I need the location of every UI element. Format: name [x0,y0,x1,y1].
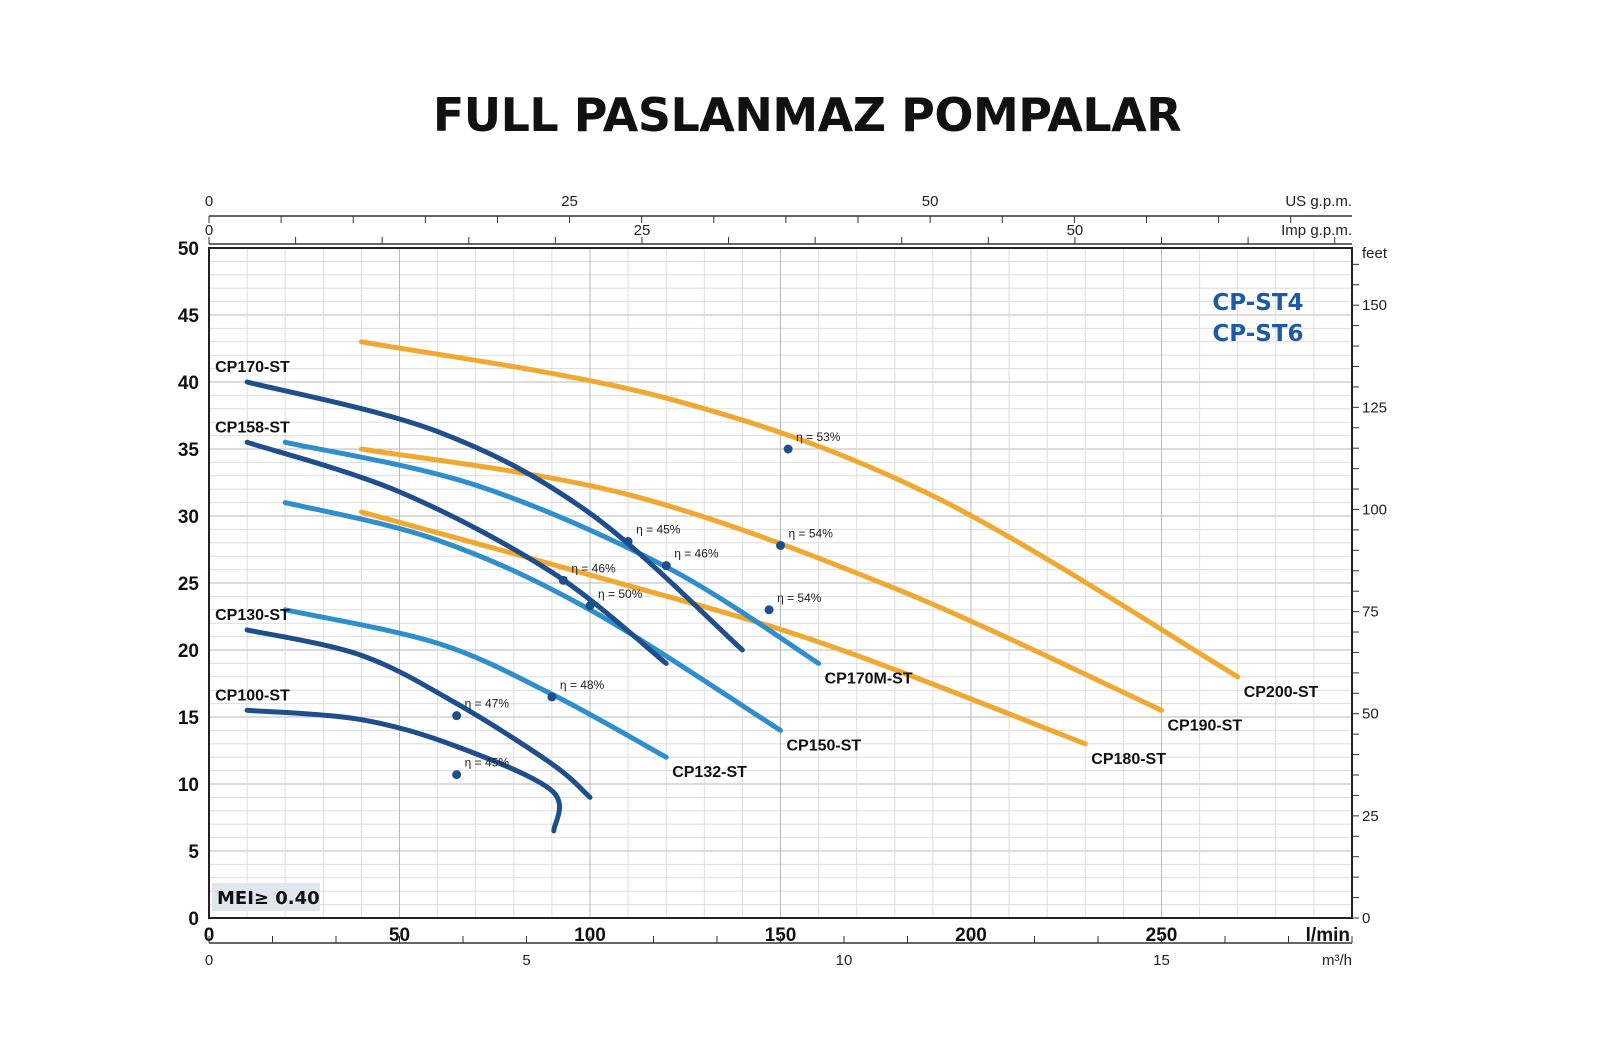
m3h-axis-label: m³/h [1322,952,1352,969]
curve-cp190-st [358,446,1164,713]
us-gpm-axis-tick-label: 25 [561,193,578,210]
efficiency-marker [764,605,774,615]
imp-gpm-axis-label: Imp g.p.m. [1281,222,1352,239]
curve-cp170m-st [282,439,822,666]
efficiency-label: η = 54% [777,591,822,605]
y-tick-label: 20 [178,641,199,662]
series-title-2: CP-ST6 [1212,321,1303,347]
x-tick-label: 200 [955,925,987,946]
efficiency-marker [452,711,462,721]
y-tick-label: 5 [188,842,199,863]
plot-frame [208,247,1353,919]
imp-gpm-axis-tick-label: 50 [1067,222,1084,239]
us-gpm-axis-tick-label: 50 [922,193,939,210]
curve-cp200-st [358,339,1241,680]
x-tick-label: 50 [389,925,410,946]
curve-label-cp158-st: CP158-ST [215,419,290,436]
efficiency-label: η = 46% [571,561,616,575]
curve-label-cp100-st: CP100-ST [215,687,290,704]
curve-cp158-st [244,439,669,666]
curve-label-cp130-st: CP130-ST [215,607,290,624]
y-tick-label: 25 [178,574,200,595]
curve-cp180-st [358,509,1088,747]
curve-label-cp170-st: CP170-ST [215,359,290,376]
x-tick-label: 100 [574,925,606,946]
efficiency-label: η = 45% [636,522,681,536]
feet-tick-label: 0 [1362,910,1370,927]
feet-axis-label: feet [1362,245,1388,262]
y-tick-label: 40 [178,373,199,394]
efficiency-marker [623,536,633,546]
curve-label-cp180-st: CP180-ST [1091,751,1166,768]
curve-label-cp200-st: CP200-ST [1244,684,1319,701]
curve-cp130-st [244,627,593,800]
curve-label-cp150-st: CP150-ST [787,737,862,754]
efficiency-label: η = 53% [796,430,841,444]
efficiency-markers: η = 45% η = 47% η = 48% η = 50% η = 46% η = 4… [452,430,841,780]
mei-badge: MEI≥ 0.40 [217,888,320,909]
y-tick-label: 0 [188,909,199,930]
imp-gpm-axis-tick-label: 25 [634,222,651,239]
efficiency-marker [547,692,557,702]
x-tick-label: 0 [204,925,215,946]
curve-cp170-st [244,379,745,653]
m3h-axis-tick-label: 15 [1153,952,1170,969]
curve-label-cp190-st: CP190-ST [1168,717,1243,734]
curve-label-cp132-st: CP132-ST [672,764,747,781]
y-tick-label: 35 [178,440,200,461]
chart-annotations: CP-ST4 CP-ST6 MEI≥ 0.40 [212,290,1304,911]
efficiency-label: η = 50% [598,587,643,601]
efficiency-marker [776,540,785,550]
series-title-1: CP-ST4 [1212,290,1303,316]
feet-tick-label: 75 [1362,604,1379,621]
efficiency-label: η = 46% [674,547,719,561]
feet-tick-label: 50 [1362,706,1379,723]
efficiency-marker [585,601,595,611]
us-gpm-axis-tick-label: 0 [205,193,213,210]
page-title: FULL PASLANMAZ POMPALAR [432,88,1182,142]
mei-badge-bg [212,883,320,911]
y-tick-label: 30 [178,507,199,528]
grid [208,247,1353,919]
y-tick-label: 10 [178,775,199,796]
x-axis-label: l/min [1306,925,1350,946]
feet-tick-label: 150 [1362,297,1387,314]
pump-curves [244,339,1241,834]
imp-gpm-axis-tick-label: 0 [205,222,213,239]
curve-cp132-st [282,607,669,760]
curve-cp150-st [282,500,783,733]
m3h-axis-tick-label: 0 [205,952,213,969]
feet-tick-label: 125 [1362,399,1387,416]
m3h-axis-tick-label: 5 [522,952,530,969]
efficiency-marker [783,444,793,454]
efficiency-label: η = 45% [465,756,510,770]
efficiency-label: η = 48% [560,678,605,692]
curve-labels: CP100-ST CP130-ST CP132-ST CP150-ST CP158-ST… [215,359,1319,781]
y-tick-label: 15 [178,708,200,729]
y-tick-label: 50 [178,239,199,260]
x-tick-label: 250 [1146,925,1178,946]
feet-tick-label: 25 [1362,808,1379,825]
efficiency-label: η = 47% [465,697,510,711]
x-tick-label: 150 [765,925,797,946]
efficiency-label: η = 54% [789,526,834,540]
feet-tick-label: 100 [1362,501,1387,518]
curve-cp100-st [244,707,563,834]
efficiency-marker [452,770,462,780]
y-tick-label: 45 [178,306,200,327]
efficiency-marker [558,575,568,585]
m3h-axis-tick-label: 10 [836,952,853,969]
curve-label-cp170m-st: CP170M-ST [825,670,913,687]
efficiency-marker [661,561,671,571]
us-gpm-axis-label: US g.p.m. [1285,193,1352,210]
